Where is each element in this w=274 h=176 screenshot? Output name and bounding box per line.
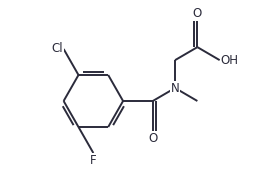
Text: F: F: [90, 154, 97, 167]
Text: O: O: [193, 7, 202, 20]
Text: Cl: Cl: [51, 42, 63, 55]
Text: O: O: [148, 132, 158, 145]
Text: OH: OH: [221, 54, 239, 67]
Text: N: N: [171, 81, 179, 95]
